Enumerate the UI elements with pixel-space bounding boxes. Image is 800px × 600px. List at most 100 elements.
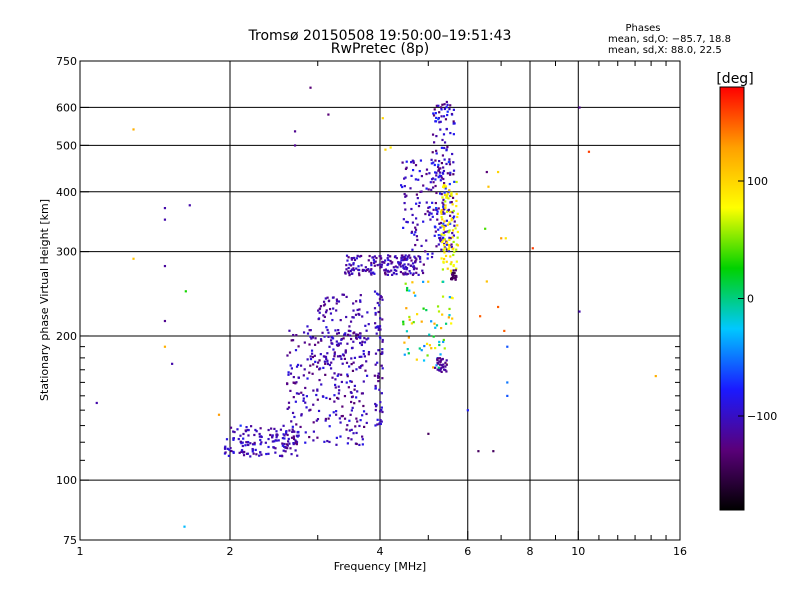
data-point <box>378 325 382 328</box>
data-point <box>345 315 348 319</box>
data-point <box>363 355 366 358</box>
data-point <box>383 261 386 264</box>
data-point <box>340 415 343 418</box>
data-point <box>374 260 377 263</box>
data-point <box>443 242 446 246</box>
data-point <box>374 402 377 406</box>
data-point <box>353 402 356 405</box>
data-point <box>402 226 405 229</box>
data-point <box>439 359 442 362</box>
data-point <box>440 212 443 215</box>
data-point <box>444 187 447 190</box>
data-point <box>435 152 438 155</box>
data-point <box>270 427 273 430</box>
data-point <box>383 269 386 272</box>
data-point <box>439 210 443 213</box>
data-point <box>379 294 382 298</box>
data-point <box>183 525 186 528</box>
data-point <box>328 363 332 367</box>
data-point <box>309 86 312 89</box>
data-point <box>401 264 405 267</box>
data-point <box>271 436 274 439</box>
data-point <box>431 201 434 204</box>
data-point <box>328 414 332 417</box>
data-point <box>437 243 440 246</box>
data-point <box>353 356 357 359</box>
data-point <box>295 381 298 384</box>
data-point <box>338 417 341 420</box>
data-point <box>430 188 433 191</box>
data-point <box>454 277 457 281</box>
data-point <box>432 161 435 164</box>
data-point <box>440 209 443 212</box>
data-point <box>223 447 227 450</box>
data-point <box>434 112 437 115</box>
data-point <box>452 264 455 267</box>
data-point <box>432 335 435 338</box>
data-point <box>367 268 370 271</box>
data-point <box>456 212 459 215</box>
data-point <box>387 254 390 257</box>
data-point <box>430 158 433 161</box>
data-point <box>449 263 452 266</box>
data-point <box>422 184 425 187</box>
data-point <box>294 449 297 452</box>
data-point <box>352 269 356 272</box>
data-point <box>438 111 441 114</box>
data-point <box>450 277 453 280</box>
data-point <box>421 269 424 272</box>
data-point <box>412 268 416 271</box>
data-point <box>367 350 371 354</box>
data-point <box>334 378 337 381</box>
data-point <box>442 365 445 369</box>
data-point <box>359 419 362 422</box>
data-point <box>361 315 364 318</box>
data-point <box>343 394 347 398</box>
data-point <box>344 349 347 352</box>
data-point <box>387 258 390 262</box>
data-point <box>369 269 372 272</box>
data-point <box>308 371 311 374</box>
data-point <box>310 352 314 355</box>
data-point <box>352 309 355 312</box>
data-point <box>332 358 335 361</box>
data-point <box>327 113 330 116</box>
data-point <box>434 230 437 233</box>
colorbar-label: [deg] <box>716 71 753 87</box>
data-point <box>358 268 361 272</box>
data-point <box>414 243 417 247</box>
data-point <box>293 442 296 445</box>
data-point <box>401 272 405 275</box>
data-point <box>324 417 328 421</box>
data-point <box>359 341 362 345</box>
data-point <box>436 210 439 213</box>
data-point <box>359 299 362 302</box>
data-point <box>406 286 409 290</box>
data-point <box>449 104 452 107</box>
data-point <box>441 224 444 227</box>
data-point <box>433 141 436 144</box>
data-point <box>274 439 277 442</box>
data-point <box>365 360 368 363</box>
data-point <box>188 204 191 207</box>
data-point <box>308 435 311 439</box>
data-point <box>390 262 393 265</box>
data-point <box>441 313 444 316</box>
data-point <box>381 260 384 264</box>
data-point <box>447 231 450 234</box>
data-point <box>293 415 296 419</box>
data-point <box>384 273 387 276</box>
data-point <box>289 372 293 375</box>
data-point <box>531 247 534 250</box>
data-point <box>350 400 353 404</box>
data-point <box>228 448 231 451</box>
data-point <box>426 210 429 213</box>
data-point <box>365 421 368 425</box>
data-point <box>360 343 363 346</box>
data-point <box>389 255 392 258</box>
data-point <box>309 335 312 338</box>
data-point <box>451 275 454 278</box>
data-point <box>305 395 309 398</box>
data-point <box>425 239 428 242</box>
data-point <box>425 187 428 190</box>
